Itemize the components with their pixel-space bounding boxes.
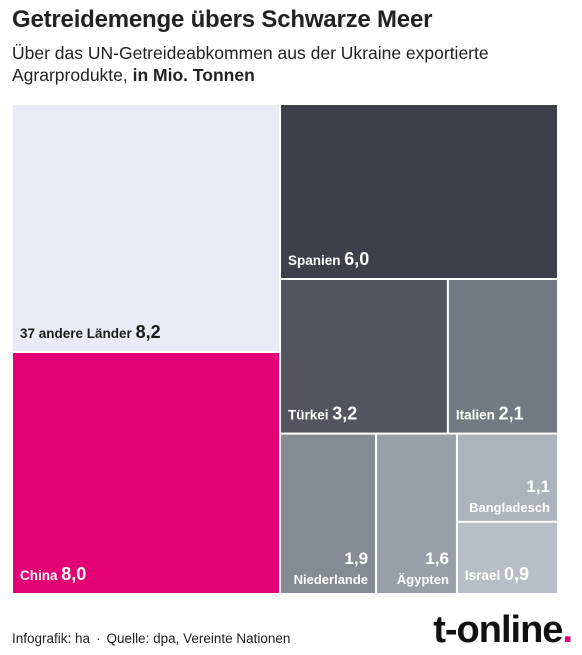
category-label-niederlande: Niederlande	[294, 572, 368, 587]
value-label-niederlande: 1,9	[344, 549, 368, 568]
treemap-rect-china	[13, 353, 280, 593]
value-label-aegypten: 1,6	[425, 549, 449, 568]
cell-label-italien: Italien 2,1	[456, 404, 524, 424]
value-label-37-andere-laender: 8,2	[136, 322, 161, 342]
chart-footer: Infografik: ha · Quelle: dpa, Vereinte Nat…	[12, 631, 290, 646]
value-label-italien: 2,1	[499, 404, 524, 424]
value-label-china: 8,0	[61, 564, 86, 584]
treemap-cell-aegypten: 1,6 Ägypten	[377, 434, 456, 593]
category-label-italien: Italien	[456, 408, 499, 423]
chart-title: Getreidemenge übers Schwarze Meer	[12, 6, 433, 33]
category-label-bangladesch: Bangladesch	[469, 500, 550, 515]
category-label-spanien: Spanien	[288, 253, 344, 268]
treemap-rect-tuerkei	[281, 280, 447, 433]
category-label-37-andere-laender: 37 andere Länder	[20, 326, 136, 341]
treemap-cell-israel: Israel 0,9	[457, 522, 557, 593]
footer-separator: ·	[96, 631, 101, 646]
value-label-tuerkei: 3,2	[332, 404, 357, 424]
treemap-cell-niederlande: 1,9 Niederlande	[281, 434, 376, 593]
treemap-cell-tuerkei: Türkei 3,2	[281, 280, 447, 433]
treemap-rect-israel	[457, 522, 557, 593]
logo-dot: .	[562, 609, 573, 651]
value-label-spanien: 6,0	[344, 249, 369, 269]
footer-source: Quelle: dpa, Vereinte Nationen	[106, 631, 291, 646]
treemap-rect-aegypten	[377, 434, 456, 593]
treemap-cell-37-andere-laender: 37 andere Länder 8,2	[13, 105, 280, 352]
cell-label-china: China 8,0	[20, 564, 86, 584]
cell-label-37-andere-laender: 37 andere Länder 8,2	[20, 322, 161, 342]
footer-credit: Infografik: ha	[12, 631, 91, 646]
cell-label-tuerkei: Türkei 3,2	[288, 404, 357, 424]
treemap-rect-spanien	[281, 105, 557, 278]
subtitle-unit: in Mio. Tonnen	[132, 65, 255, 85]
logo-text: t-online	[433, 609, 563, 651]
treemap-cell-italien: Italien 2,1	[448, 280, 557, 433]
category-label-china: China	[20, 568, 61, 583]
chart-subtitle: Über das UN-Getreideabkommen aus der Ukr…	[12, 42, 572, 86]
category-label-aegypten: Ägypten	[397, 572, 449, 587]
treemap-cell-bangladesch: 1,1 Bangladesch	[457, 434, 557, 521]
cell-label-israel: Israel 0,9	[465, 564, 529, 584]
treemap-cell-china: China 8,0	[13, 353, 280, 593]
treemap-cell-spanien: Spanien 6,0	[281, 105, 557, 278]
cell-label-spanien: Spanien 6,0	[288, 249, 369, 269]
treemap-rect-niederlande	[281, 434, 376, 593]
value-label-bangladesch: 1,1	[526, 477, 550, 496]
category-label-israel: Israel	[465, 568, 504, 583]
category-label-tuerkei: Türkei	[288, 408, 332, 423]
treemap-rect-37-andere-laender	[13, 105, 280, 352]
treemap-rect-bangladesch	[457, 434, 557, 521]
value-label-israel: 0,9	[504, 564, 529, 584]
treemap-rect-italien	[448, 280, 557, 433]
subtitle-text: Über das UN-Getreideabkommen aus der Ukr…	[12, 43, 489, 85]
t-online-logo: t-online.	[433, 609, 573, 651]
